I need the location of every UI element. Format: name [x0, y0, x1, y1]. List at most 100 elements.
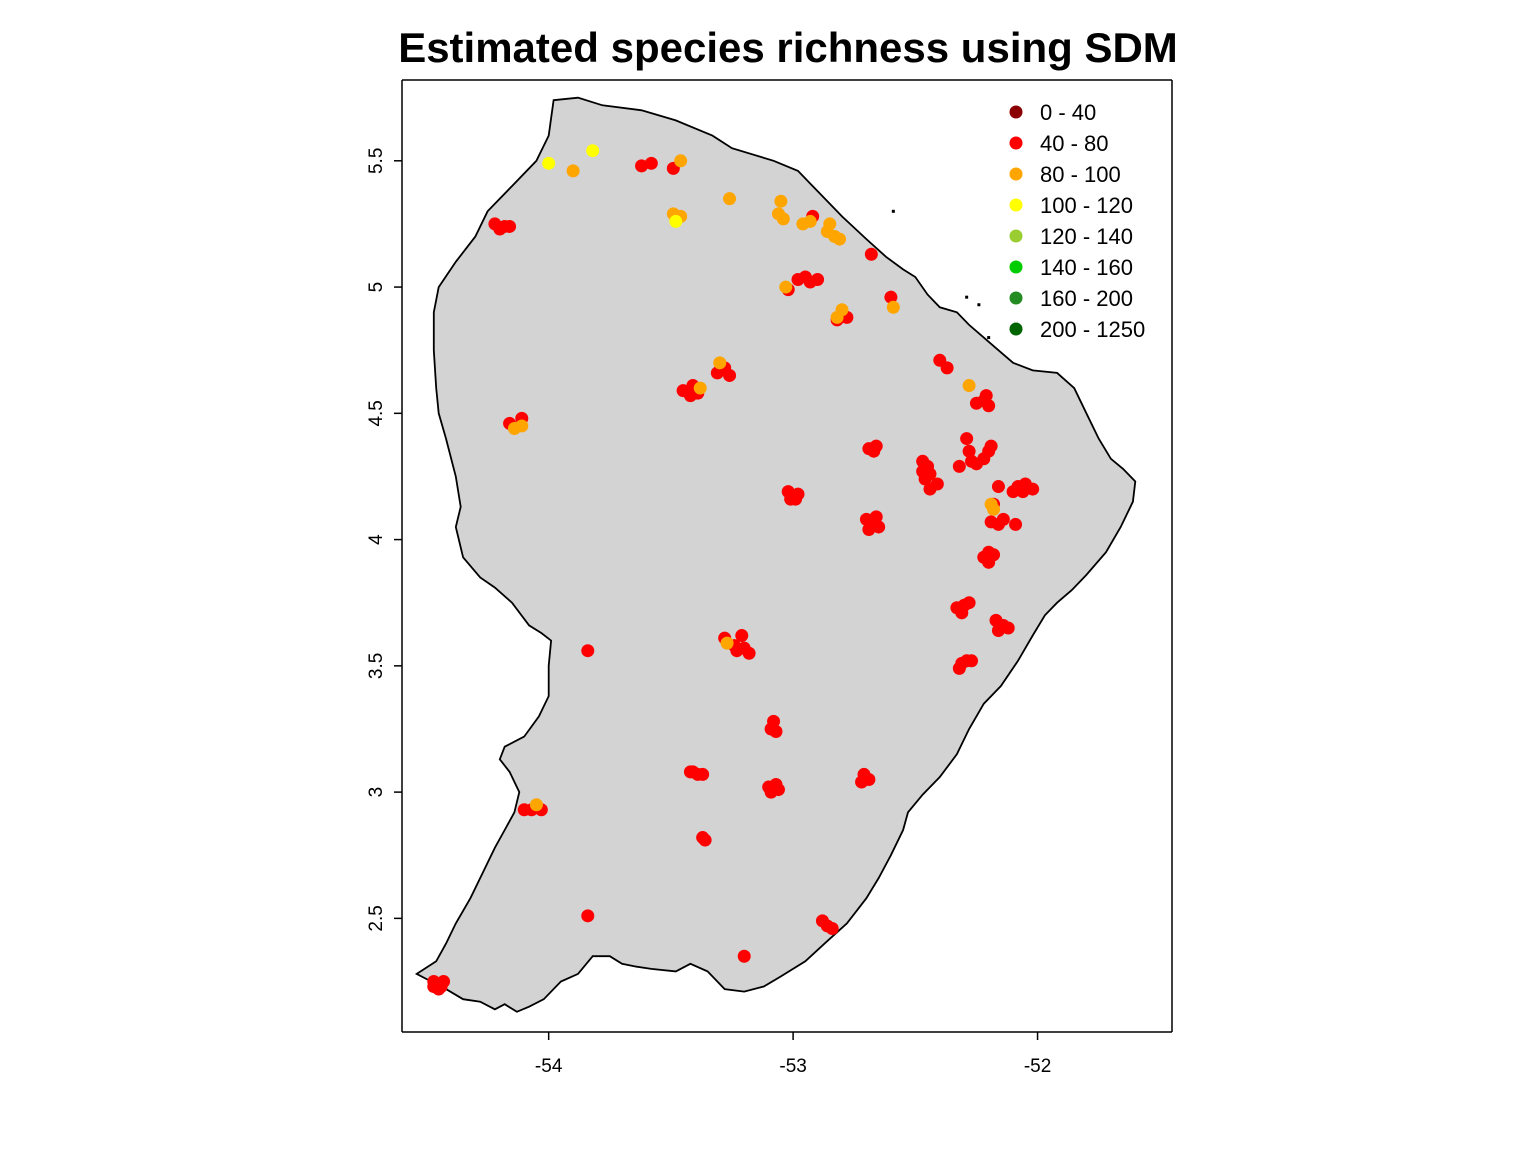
island-mark [891, 209, 895, 213]
legend-swatch [1009, 105, 1023, 119]
point-40-80 [864, 247, 878, 261]
chart-title: Estimated species richness using SDM [398, 24, 1178, 71]
point-80-100 [529, 798, 543, 812]
point-40-80 [730, 644, 744, 658]
point-40-80 [952, 459, 966, 473]
point-40-80 [930, 477, 944, 491]
point-40-80 [991, 480, 1005, 494]
legend-swatch [1009, 167, 1023, 181]
land-polygon [414, 96, 1137, 1013]
point-80-100 [515, 419, 529, 433]
legend-swatch [1009, 260, 1023, 274]
point-40-80 [940, 361, 954, 375]
point-40-80 [427, 980, 441, 994]
point-40-80 [791, 272, 805, 286]
point-40-80 [982, 399, 996, 413]
point-40-80 [742, 646, 756, 660]
point-40-80 [962, 596, 976, 610]
point-100-120 [669, 214, 683, 228]
point-40-80 [635, 159, 649, 173]
point-40-80 [982, 555, 996, 569]
point-80-100 [566, 164, 580, 178]
point-40-80 [960, 432, 974, 446]
point-80-100 [713, 356, 727, 370]
x-tick-label: -52 [1024, 1056, 1051, 1077]
point-40-80 [686, 765, 700, 779]
point-100-120 [542, 156, 556, 170]
point-80-100 [962, 379, 976, 393]
point-40-80 [581, 909, 595, 923]
point-40-80 [982, 444, 996, 458]
y-tick-label: 4 [366, 534, 387, 545]
point-40-80 [965, 454, 979, 468]
y-tick-label: 2.5 [366, 905, 387, 931]
point-80-100 [823, 217, 837, 231]
point-40-80 [825, 921, 839, 935]
point-40-80 [1006, 485, 1020, 499]
point-40-80 [737, 949, 751, 963]
point-40-80 [696, 767, 710, 781]
point-40-80 [867, 444, 881, 458]
legend-swatch [1009, 291, 1023, 305]
point-40-80 [884, 290, 898, 304]
y-tick-label: 3 [366, 787, 387, 798]
point-40-80 [862, 772, 876, 786]
legend-label: 140 - 160 [1040, 255, 1133, 280]
point-40-80 [771, 783, 785, 797]
point-40-80 [644, 156, 658, 170]
legend-label: 100 - 120 [1040, 193, 1133, 218]
legend-label: 0 - 40 [1040, 100, 1096, 125]
point-80-100 [987, 502, 1001, 516]
point-40-80 [962, 444, 976, 458]
point-40-80 [769, 725, 783, 739]
point-80-100 [774, 194, 788, 208]
point-40-80 [437, 974, 451, 988]
island-mark [977, 303, 981, 307]
point-40-80 [710, 366, 724, 380]
point-40-80 [789, 492, 803, 506]
point-40-80 [735, 629, 749, 643]
point-40-80 [723, 368, 737, 382]
point-80-100 [693, 381, 707, 395]
legend: 0 - 40 40 - 80 80 - 100 100 - 120 120 - 140 1… [1009, 100, 1145, 342]
island-mark [987, 336, 991, 340]
legend-swatch [1009, 136, 1023, 150]
point-40-80 [1009, 517, 1023, 531]
point-40-80 [918, 472, 932, 486]
island-mark [965, 295, 969, 299]
legend-label: 80 - 100 [1040, 162, 1121, 187]
legend-label: 40 - 80 [1040, 131, 1109, 156]
point-40-80 [952, 661, 966, 675]
point-40-80 [965, 654, 979, 668]
point-80-100 [796, 217, 810, 231]
point-40-80 [1001, 621, 1015, 635]
point-40-80 [955, 606, 969, 620]
y-tick-label: 5.5 [366, 148, 387, 174]
point-80-100 [776, 212, 790, 226]
point-40-80 [698, 833, 712, 847]
x-tick-label: -54 [535, 1056, 563, 1077]
x-tick-label: -53 [779, 1056, 806, 1077]
legend-swatch [1009, 198, 1023, 212]
point-40-80 [996, 512, 1010, 526]
point-40-80 [503, 219, 517, 233]
point-40-80 [1026, 482, 1040, 496]
point-40-80 [862, 522, 876, 536]
y-tick-label: 4.5 [366, 400, 387, 426]
point-80-100 [833, 232, 847, 246]
point-80-100 [830, 310, 844, 324]
point-80-100 [723, 192, 737, 206]
point-40-80 [803, 275, 817, 289]
y-tick-label: 3.5 [366, 653, 387, 679]
point-80-100 [674, 154, 688, 168]
legend-label: 160 - 200 [1040, 286, 1133, 311]
point-40-80 [581, 644, 595, 658]
legend-swatch [1009, 229, 1023, 243]
legend-swatch [1009, 322, 1023, 336]
point-100-120 [586, 144, 600, 158]
y-tick-label: 5 [366, 282, 387, 293]
point-80-100 [886, 300, 900, 314]
point-40-80 [991, 623, 1005, 637]
legend-label: 200 - 1250 [1040, 317, 1145, 342]
